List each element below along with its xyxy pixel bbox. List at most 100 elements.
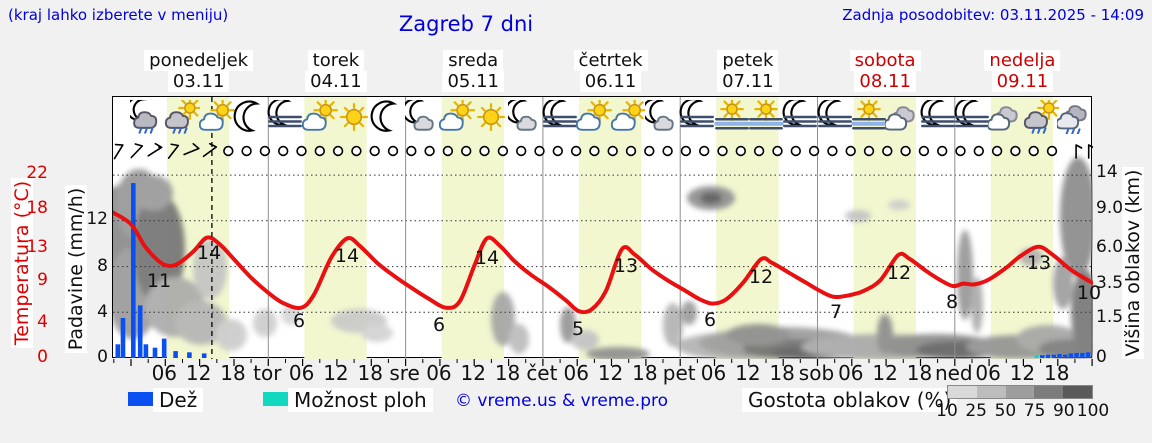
cloud-density-scale-label: 10 [936,401,958,421]
wind-symbols-row [113,142,1093,160]
day-tick-label: pet [662,361,696,385]
meteogram-plot: 11 14 6 14 6 14 5 13 6 12 7 12 8 13 10 [112,96,1101,366]
time-tick-label: 12 [1009,361,1036,385]
time-tick-label: 06 [975,361,1001,385]
moon-fog-icon [542,98,578,134]
day-name: petek [717,50,779,71]
time-axis-ticks [113,359,1093,366]
temp-value-label: 14 [334,245,360,267]
moon-fog-icon [817,98,853,134]
cloud-density-segment [948,386,977,398]
cloud-density-segment [976,386,1006,398]
temp-value-label: 10 [1076,282,1102,304]
cloud-density-scale-label: 90 [1052,401,1075,421]
day-date: 04.11 [305,71,367,92]
axis-tick-label: 22 [26,163,48,183]
showers-legend-swatch [263,392,294,406]
temp-value-label: 14 [196,242,222,264]
showers-legend-label: Možnost ploh [288,388,433,412]
time-tick-label: 12 [735,361,761,385]
last-update-label: Zadnja posodobitev: 03.11.2025 - 14:09 [842,6,1144,24]
moon-fog-icon [920,98,956,134]
clouds-rain-icon [1055,100,1093,135]
day-tick-label: ned [934,361,973,385]
cloud-density-scale-label: 100 [1076,401,1110,421]
axis-tick-label: 8 [97,256,108,276]
day-tick-label: sob [798,361,835,385]
axis-tick-label: 6.0 [1096,237,1124,257]
moon-fog-icon [679,98,715,134]
day-tick-label: čet [526,361,558,385]
copyright-link[interactable]: © vreme.us & vreme.pro [455,391,669,411]
sun-fog-icon [713,97,750,134]
temp-value-label: 8 [945,291,959,313]
time-tick-label: 18 [494,361,521,385]
time-tick-label: 06 [838,361,864,385]
axis-tick-label: 1.5 [1096,307,1124,327]
time-tick-label: 06 [426,361,452,385]
day-date: 05.11 [442,71,504,92]
day-header-nedelja: nedelja 09.11 [954,50,1090,92]
day-header-četrtek: četrtek 06.11 [543,50,679,92]
axis-tick-label: 0 [37,347,48,367]
day-name: ponedeljek [144,50,254,71]
cloud-rain-moon-icon [126,96,166,134]
temp-value-label: 6 [432,314,446,336]
day-header-sobota: sobota 08.11 [817,50,953,92]
day-date: 03.11 [167,71,230,92]
cloudcover-legend-label: Gostota oblakov (%) [742,388,958,412]
moon-cloud-icon [504,97,544,134]
time-tick-label: 12 [323,361,349,385]
moon-icon [370,100,406,134]
day-tick-label: sre [389,361,420,385]
day-tick-label: tor [253,361,282,385]
time-tick-label: 06 [151,361,178,385]
temp-value-label: 11 [146,270,172,292]
sun-cloud-icon [610,97,647,134]
temp-value-label: 6 [292,310,306,332]
axis-tick-label: 12 [86,209,108,229]
time-tick-label: 18 [632,361,658,385]
cloud-density-scale-label: 25 [965,401,987,421]
day-name: četrtek [573,50,648,71]
day-date: 09.11 [991,71,1054,92]
day-name: nedelja [984,50,1061,71]
day-date: 08.11 [854,71,916,92]
clouds-icon [883,100,921,134]
clouds-icon [986,100,1024,134]
temp-value-label: 7 [829,301,843,323]
axis-tick-label: 4 [37,312,48,332]
rain-legend-label: Dež [153,388,204,412]
moon-icon [233,100,269,134]
axis-tick-label: 9 [37,270,48,290]
sun-icon [473,100,509,134]
day-header-torek: torek 04.11 [268,50,404,92]
time-tick-label: 18 [220,361,246,385]
time-tick-label: 06 [700,361,727,385]
menu-hint: (kraj lahko izberete v meniju) [8,6,229,24]
cloud-density-segment [1034,386,1064,398]
axis-tick-label: 9.0 [1096,198,1124,218]
axis-tick-label: 0 [1096,347,1107,367]
time-tick-label: 18 [357,361,383,385]
temp-value-label: 5 [571,318,585,340]
time-tick-label: 12 [597,361,624,385]
meteogram-canvas [113,97,1093,359]
day-name: sreda [443,50,504,71]
cloud-density-segment [1063,386,1092,398]
page-title: Zagreb 7 dni [398,12,534,36]
sun-fog-icon [851,97,887,134]
moon-cloud-icon [401,97,441,134]
axis-tick-label: 4 [97,302,108,322]
cloud-density-scale-label: 75 [1023,401,1046,421]
moon-fog-icon [267,98,303,134]
sun-cloud-icon [301,97,338,134]
day-header-sreda: sreda 05.11 [405,50,541,92]
day-name: sobota [849,50,921,71]
axis-tick-label: 3.5 [1096,273,1124,293]
temp-value-label: 13 [613,255,639,277]
rain-legend-swatch [128,392,159,406]
day-name: torek [307,50,365,71]
cloud-density-scale [947,385,1093,399]
